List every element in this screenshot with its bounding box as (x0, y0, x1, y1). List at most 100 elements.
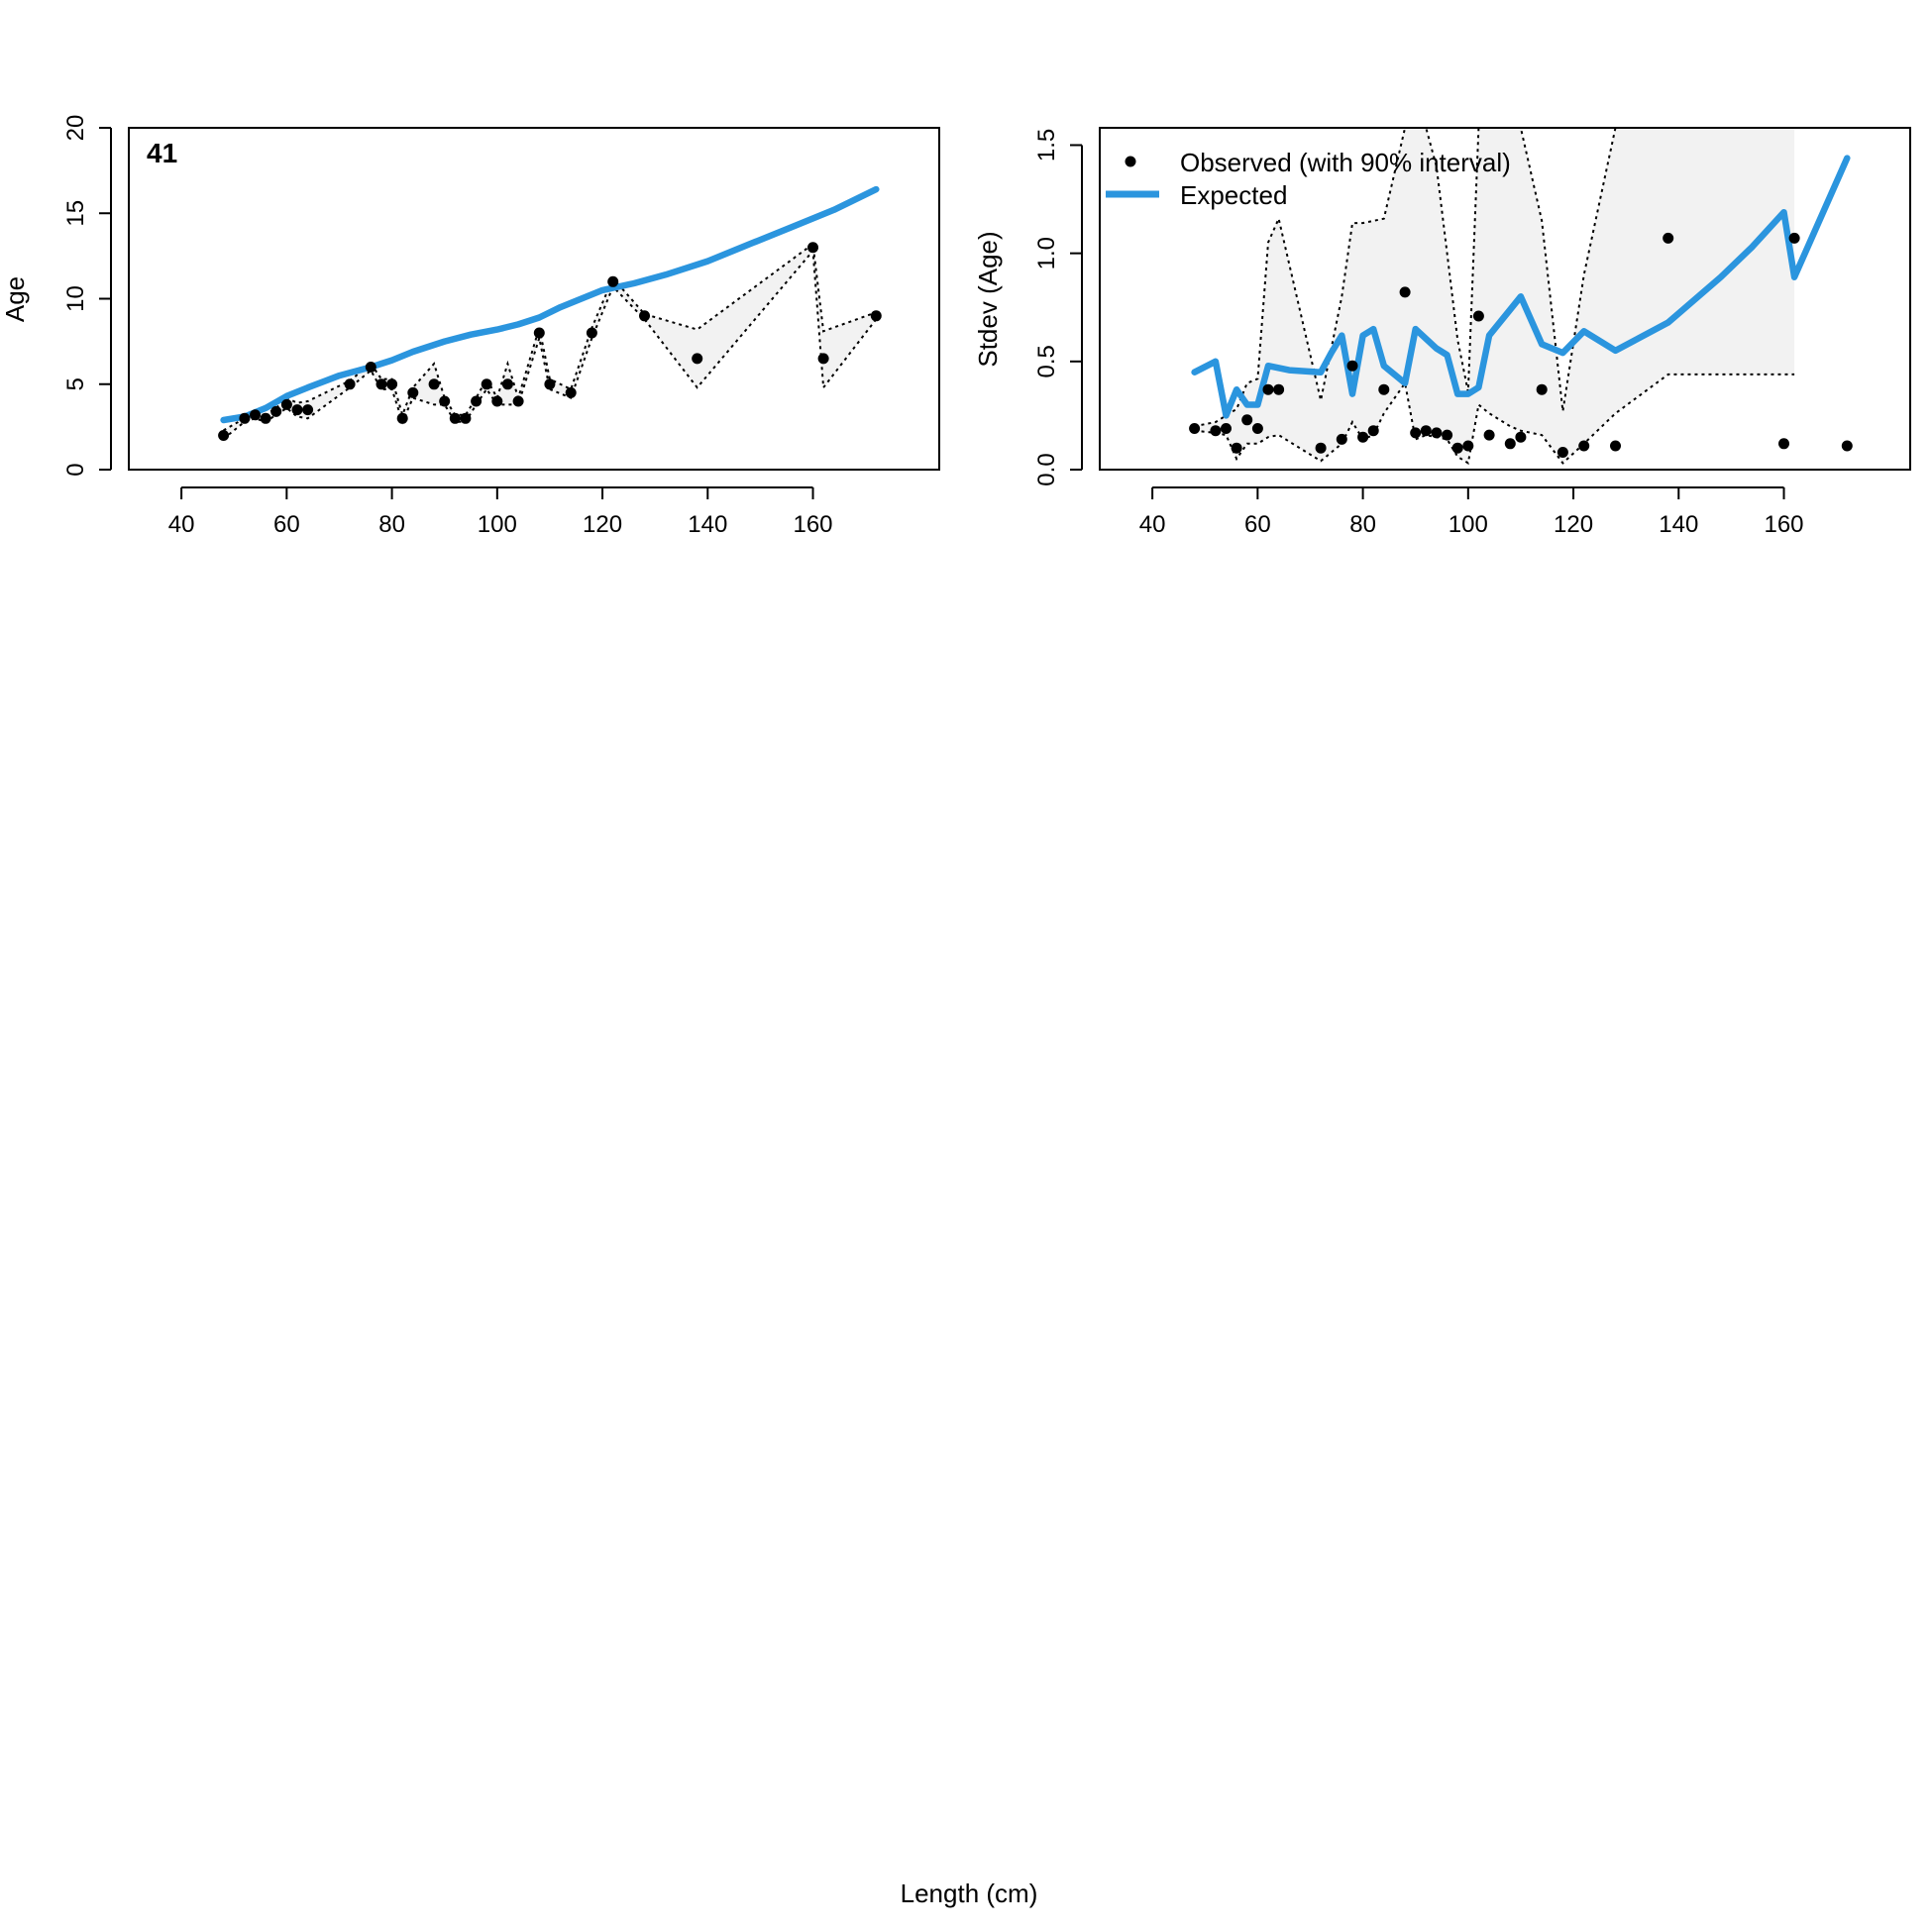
stdev-y-tick-label: 0.5 (1033, 345, 1060, 377)
age-expected-line (220, 185, 880, 424)
stdev-interval-band (1194, 128, 1795, 464)
age-observed-point (449, 412, 461, 424)
age-x-tick-label: 100 (478, 511, 517, 538)
age-interval-lower-line (222, 248, 878, 440)
stdev-observed-point (1841, 440, 1853, 452)
stdev-observed-point (1273, 383, 1285, 395)
panel-age: 40 60 80 100 120 140 160 0 5 10 15 20 41 Age (0, 115, 940, 538)
stdev-observed-point (1556, 447, 1568, 458)
stdev-expected-line (1191, 155, 1851, 419)
panel-label: 41 (147, 138, 177, 168)
age-observed-points (218, 242, 882, 441)
stdev-interval-area (1194, 128, 1795, 464)
legend: Observed (with 90% interval) Expected (1106, 148, 1511, 210)
age-observed-point (481, 378, 492, 390)
age-expected-series (220, 185, 880, 424)
stdev-observed-point (1431, 427, 1443, 439)
stdev-observed-point (1472, 310, 1484, 322)
stdev-interval-upper-line (1194, 128, 1795, 428)
stdev-observed-point (1610, 440, 1621, 452)
stdev-interval-lines (1194, 128, 1795, 466)
age-observed-point (870, 310, 882, 322)
stdev-observed-point (1346, 360, 1358, 372)
age-observed-point (501, 378, 513, 390)
age-observed-point (344, 378, 356, 390)
stdev-observed-point (1536, 383, 1548, 395)
stdev-observed-points (1189, 232, 1853, 458)
age-y-tick-label: 10 (62, 285, 89, 312)
age-y-tick-label: 20 (62, 115, 89, 142)
stdev-observed-point (1420, 425, 1432, 437)
age-plot-frame (128, 127, 940, 471)
age-observed-point (291, 404, 303, 416)
stdev-x-tick-label: 140 (1659, 511, 1698, 538)
age-y-tick-label: 15 (62, 200, 89, 227)
stdev-y-tick-label: 1.5 (1033, 129, 1060, 161)
age-observed-point (250, 409, 261, 421)
age-observed-point (460, 412, 472, 424)
stdev-observed-point (1483, 429, 1495, 441)
age-observed-point (491, 395, 503, 407)
age-observed-point (607, 275, 619, 287)
age-observed-point (218, 430, 230, 441)
stdev-x-tick-label: 160 (1764, 511, 1803, 538)
stdev-observed-point (1410, 427, 1422, 439)
stdev-observed-point (1357, 431, 1369, 443)
stdev-y-tick-label: 1.0 (1033, 237, 1060, 269)
legend-expected-label: Expected (1180, 180, 1287, 210)
stdev-observed-point (1367, 425, 1379, 437)
age-observed-point (533, 327, 545, 339)
stdev-observed-point (1778, 438, 1789, 450)
age-observed-point (270, 405, 282, 417)
age-x-tick-label: 160 (793, 511, 832, 538)
age-observed-point (376, 378, 387, 390)
y-axis-title-age: Age (0, 276, 30, 322)
stdev-observed-point (1315, 442, 1327, 454)
stdev-expected-series (1191, 155, 1851, 419)
stdev-observed-point (1231, 442, 1242, 454)
age-observed-point (586, 327, 597, 339)
stdev-axes: 40 60 80 100 120 140 160 0.0 0.5 1.0 1.5 (1033, 129, 1804, 538)
panel-stdev: 40 60 80 100 120 140 160 0.0 0.5 1.0 1.5 Stdev (Ag… (973, 127, 1911, 538)
age-observed-point (280, 398, 292, 410)
stdev-observed-point (1663, 232, 1674, 244)
age-observed-point (407, 386, 419, 398)
age-x-tick-label: 40 (168, 511, 195, 538)
stdev-observed-point (1221, 423, 1232, 434)
age-observed-point (428, 378, 440, 390)
stdev-x-tick-label: 60 (1244, 511, 1271, 538)
age-observed-point (807, 242, 818, 254)
age-observed-point (817, 353, 829, 365)
age-x-tick-label: 80 (378, 511, 405, 538)
stdev-observed-point (1504, 438, 1516, 450)
stdev-x-tick-label: 120 (1554, 511, 1593, 538)
age-observed-point (396, 412, 408, 424)
stdev-observed-point (1378, 383, 1390, 395)
stdev-observed-point (1442, 429, 1453, 441)
age-observed-point (302, 404, 314, 416)
legend-observed-marker (1125, 156, 1136, 167)
age-axes: 40 60 80 100 120 140 160 0 5 10 15 20 (62, 115, 833, 538)
age-observed-point (365, 362, 376, 373)
stdev-observed-point (1210, 425, 1222, 437)
age-interval-band (223, 244, 877, 439)
x-axis-title: Length (cm) (901, 1878, 1038, 1908)
stdev-observed-point (1462, 440, 1474, 452)
age-x-tick-label: 60 (273, 511, 300, 538)
stdev-observed-point (1251, 423, 1263, 434)
stdev-observed-point (1241, 414, 1253, 426)
stdev-x-tick-label: 40 (1139, 511, 1166, 538)
age-observed-point (565, 386, 577, 398)
stdev-y-tick-label: 0.0 (1033, 453, 1060, 485)
age-observed-point (260, 412, 271, 424)
age-y-tick-label: 5 (62, 377, 89, 390)
age-x-tick-label: 140 (688, 511, 727, 538)
stdev-observed-point (1578, 440, 1590, 452)
y-axis-title-stdev: Stdev (Age) (973, 231, 1003, 367)
age-observed-point (439, 395, 451, 407)
age-y-tick-label: 0 (62, 463, 89, 476)
stdev-observed-point (1451, 442, 1463, 454)
stdev-observed-point (1788, 232, 1800, 244)
stdev-plot-frame (1099, 127, 1911, 471)
